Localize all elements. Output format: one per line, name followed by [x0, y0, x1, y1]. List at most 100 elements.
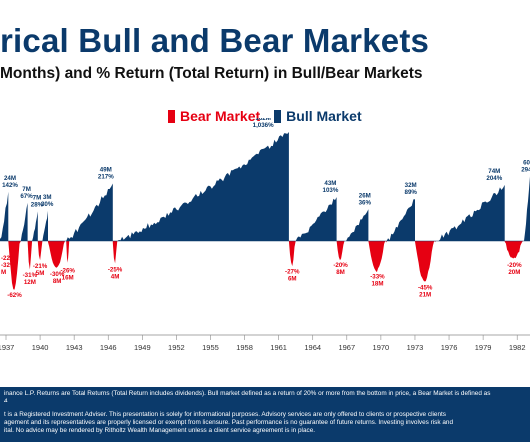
legend-label-bull: Bull Market — [286, 108, 362, 124]
bull-market-label: 26M — [359, 192, 371, 199]
bull-market-label: 36% — [359, 199, 372, 206]
bull-market-area — [295, 197, 337, 241]
bear-market-area — [37, 241, 43, 261]
x-axis-tick-label: 1937 — [0, 343, 14, 352]
bear-market-area — [336, 241, 345, 261]
bull-market-label: 24M — [4, 175, 16, 182]
bull-market-label: 3M — [43, 194, 52, 201]
bear-market-label: -21% — [33, 263, 48, 270]
bear-market-area — [112, 241, 118, 264]
bear-market-label: 12M — [24, 279, 36, 286]
bear-market-area — [415, 241, 436, 282]
bull-market-label: 28% — [31, 201, 44, 208]
bear-market-label: -26% — [60, 267, 75, 274]
bear-market-label: 6M — [288, 275, 297, 282]
bull-market-area — [0, 191, 9, 241]
bull-market-label: 7M — [22, 186, 31, 193]
bear-market-area — [368, 241, 387, 273]
x-axis-tick-label: 1979 — [475, 343, 492, 352]
left-edge-label: -32% — [1, 262, 16, 269]
bull-market-label: 142% — [2, 182, 18, 189]
disclaimer-line-2: agement and its representatives are prop… — [4, 419, 453, 426]
bull-market-area — [386, 199, 415, 241]
x-axis-tick-label: 1955 — [202, 343, 219, 352]
bull-market-label: 67% — [20, 193, 33, 200]
bear-market-label: -27% — [285, 268, 300, 275]
bull-market-label: 217% — [98, 174, 114, 181]
bear-market-area — [66, 241, 70, 263]
bull-market-label: 1,036% — [253, 122, 274, 129]
x-axis-tick-label: 1964 — [304, 343, 321, 352]
bear-market-label: -33% — [370, 274, 385, 281]
x-axis-tick-label: 1967 — [338, 343, 355, 352]
bull-market-label: 7M — [33, 194, 42, 201]
bull-market-area — [42, 210, 48, 241]
bull-market-label: 74M — [488, 168, 500, 175]
x-axis-tick-label: 1961 — [270, 343, 287, 352]
bull-market-label: 162M — [255, 118, 270, 122]
footer: inance L.P. Returns are Total Returns (T… — [0, 387, 530, 442]
legend-label-bear: Bear Market — [180, 108, 261, 124]
bull-market-label: 294% — [521, 166, 530, 173]
bear-market-label: -30% — [50, 271, 65, 278]
source-note-line-2: 4 — [4, 398, 8, 402]
bear-market-label: 18M — [371, 281, 383, 288]
x-axis-tick-label: 1970 — [373, 343, 390, 352]
bull-market-label: 43M — [324, 180, 336, 187]
bear-market-label: -45% — [418, 285, 433, 292]
bear-market-label: 8M — [53, 278, 62, 285]
bear-market-label: -20% — [507, 262, 522, 269]
bull-market-label: 103% — [323, 187, 339, 194]
left-edge-label: M — [1, 269, 6, 276]
bull-market-area — [524, 176, 530, 241]
legend-swatch-bull — [274, 109, 282, 123]
bear-market-label: -62% — [7, 292, 22, 299]
bear-market-label: 8M — [336, 269, 345, 276]
bull-market-label: 60M — [523, 159, 530, 166]
bear-market-label: 4M — [111, 274, 120, 281]
bull-market-area — [20, 202, 28, 241]
bull-market-label: 32M — [405, 182, 417, 189]
bear-market-label: -31% — [23, 272, 38, 279]
source-note-line-1: inance L.P. Returns are Total Returns (T… — [4, 390, 491, 397]
x-axis-tick-label: 1982 — [509, 343, 526, 352]
bull-market-area — [117, 132, 289, 241]
x-axis-tick-label: 1952 — [168, 343, 185, 352]
bull-market-label: 30% — [41, 201, 54, 208]
bear-market-label: 20M — [508, 269, 520, 276]
left-edge-label: -22% — [1, 255, 16, 262]
bear-market-area — [8, 241, 21, 290]
bull-market-area — [32, 211, 38, 241]
chart-subtitle: Months) and % Return (Total Return) in B… — [0, 65, 423, 82]
x-axis-tick-label: 1949 — [134, 343, 151, 352]
source-note: inance L.P. Returns are Total Returns (T… — [4, 390, 530, 402]
x-axis-tick-label: 1946 — [100, 343, 117, 352]
bull-market-label: 49M — [100, 167, 112, 174]
bear-market-label: 5M — [36, 270, 45, 277]
bear-market-label: -25% — [108, 267, 123, 274]
bear-market-area — [27, 241, 33, 270]
bear-market-label: 21M — [419, 292, 431, 299]
bear-market-label: -20% — [333, 262, 348, 269]
bear-market-area — [504, 241, 524, 259]
legend-item-bear: Bear Market — [168, 108, 260, 124]
x-axis-tick-label: 1940 — [32, 343, 49, 352]
bear-market-label: 16M — [62, 274, 74, 281]
bull-market-area — [435, 184, 505, 241]
legend-item-bull: Bull Market — [274, 108, 362, 124]
disclaimer-line-1: t is a Registered Investment Adviser. Th… — [4, 411, 446, 418]
bull-market-label: 204% — [486, 175, 502, 182]
x-axis-tick-label: 1943 — [66, 343, 83, 352]
x-axis-tick-label: 1976 — [441, 343, 458, 352]
chart-title: rical Bull and Bear Markets — [0, 22, 430, 59]
bear-market-area — [288, 241, 296, 267]
bull-market-label: 89% — [405, 189, 418, 196]
disclaimer-line-3: ital. No advice may be rendered by Ritho… — [4, 427, 316, 434]
legend: Bear Market Bull Market — [168, 108, 376, 124]
x-axis-tick-label: 1973 — [407, 343, 424, 352]
bull-market-area — [66, 183, 113, 241]
bear-market-area — [48, 241, 67, 268]
legend-swatch-bear — [168, 109, 175, 123]
disclaimer: t is a Registered Investment Adviser. Th… — [4, 411, 530, 435]
